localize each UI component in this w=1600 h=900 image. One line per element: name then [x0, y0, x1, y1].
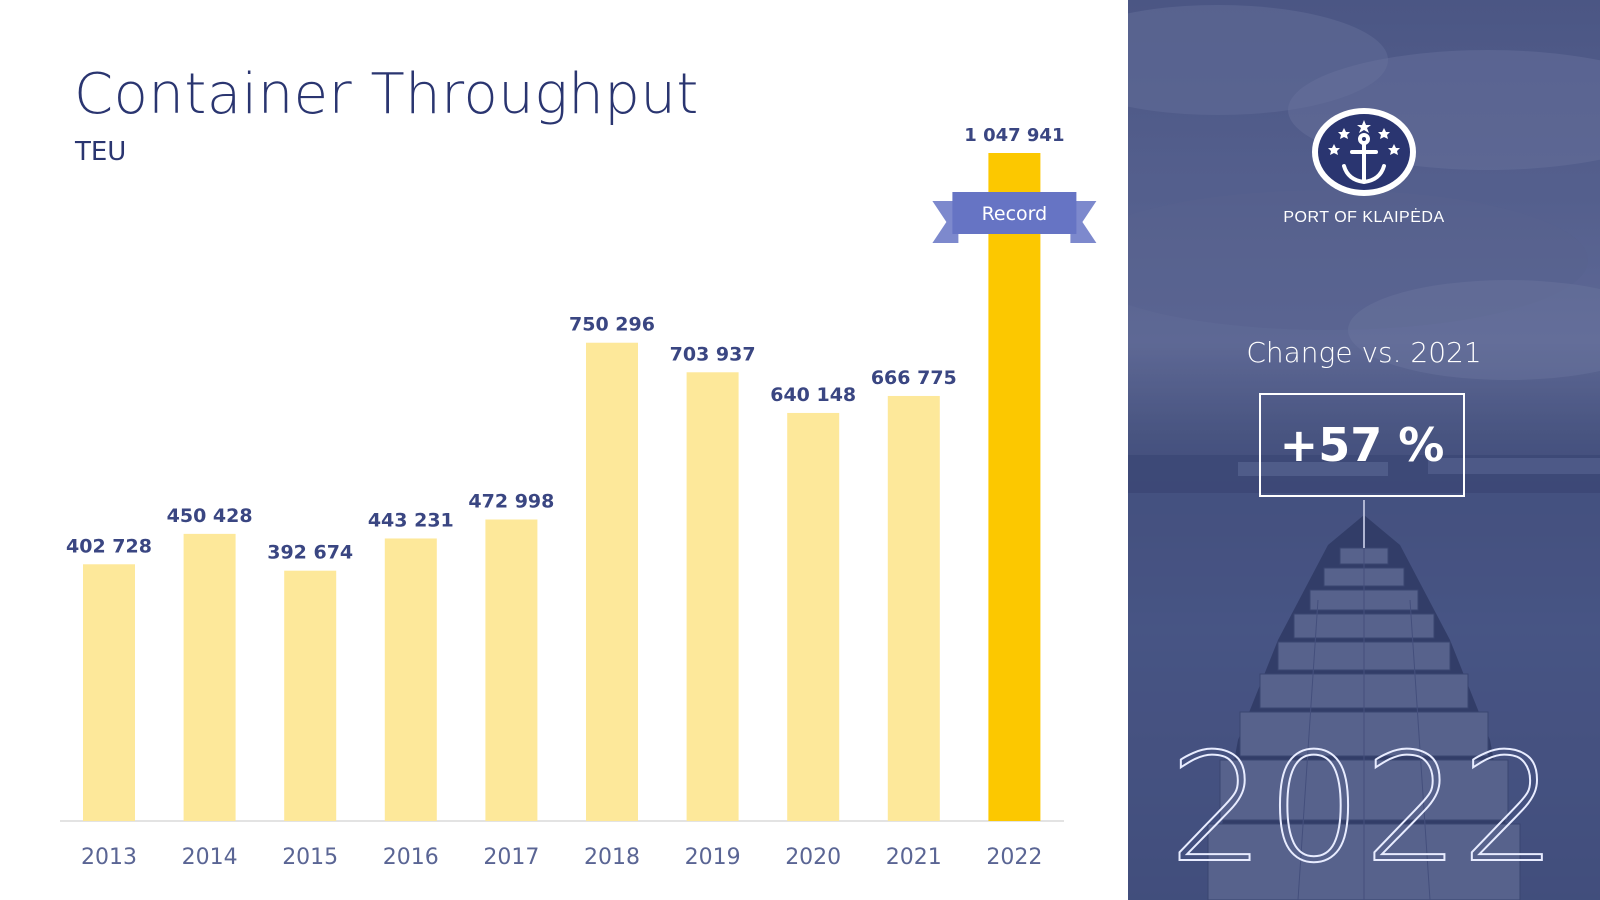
- bar-2013: [83, 564, 135, 821]
- x-tick-2013: 2013: [81, 845, 137, 870]
- chart-subtitle: TEU: [75, 137, 127, 167]
- bars-group: [83, 153, 1041, 821]
- x-tick-2015: 2015: [282, 845, 338, 870]
- bar-2019: [686, 372, 739, 821]
- side-panel: PORT OF KLAIPĖDA Change vs. 2021 +57 % 2…: [1128, 0, 1600, 900]
- big-year-watermark: 2022: [1168, 721, 1559, 897]
- x-tick-2022: 2022: [986, 845, 1042, 870]
- bar-2020: [787, 412, 840, 821]
- value-label-2021: 666 775: [871, 367, 957, 389]
- anchor-icon: [1312, 108, 1416, 196]
- ribbon-label: Record: [982, 203, 1048, 225]
- x-tick-2018: 2018: [584, 845, 640, 870]
- value-label-2014: 450 428: [167, 505, 253, 527]
- value-label-2020: 640 148: [770, 384, 856, 406]
- ribbon-left-tail: [932, 201, 959, 243]
- x-tick-2019: 2019: [685, 845, 741, 870]
- x-tick-2016: 2016: [383, 845, 439, 870]
- change-box: +57 %: [1259, 393, 1465, 497]
- x-tick-2021: 2021: [886, 845, 942, 870]
- x-tick-2017: 2017: [483, 845, 539, 870]
- bar-2018: [586, 342, 638, 821]
- ribbon-right-tail: [1070, 201, 1097, 243]
- bar-2017: [485, 519, 538, 821]
- value-labels-group: 402 728 450 428 392 674 443 231 472 998 750 2…: [66, 125, 1064, 564]
- bar-2014: [183, 533, 236, 821]
- ribbon-band: [952, 192, 1077, 234]
- x-tick-2020: 2020: [785, 845, 841, 870]
- value-label-2019: 703 937: [670, 343, 756, 365]
- x-tick-labels-group: 2013 2014 2015 2016 2017 2018 2019 2020 2021 2022: [81, 845, 1042, 870]
- value-label-2022: 1 047 941: [964, 125, 1064, 146]
- bar-chart: 402 728 450 428 392 674 443 231 472 998 750 2…: [60, 125, 1097, 870]
- x-tick-2014: 2014: [182, 845, 238, 870]
- change-label: Change vs. 2021: [1246, 336, 1482, 369]
- port-logo: [1128, 106, 1600, 202]
- value-label-2017: 472 998: [468, 490, 554, 512]
- value-label-2016: 443 231: [368, 509, 454, 531]
- change-value: +57 %: [1279, 418, 1445, 472]
- logo-caption: PORT OF KLAIPĖDA: [1283, 209, 1445, 226]
- value-label-2018: 750 296: [569, 314, 655, 336]
- value-label-2013: 402 728: [66, 535, 152, 557]
- chart-title: Container Throughput: [74, 62, 699, 127]
- bar-2015: [284, 570, 337, 821]
- bar-2022: [988, 153, 1041, 821]
- bar-2016: [384, 538, 437, 821]
- record-ribbon: Record: [932, 192, 1097, 243]
- bar-2021: [887, 395, 940, 821]
- value-label-2015: 392 674: [267, 542, 353, 564]
